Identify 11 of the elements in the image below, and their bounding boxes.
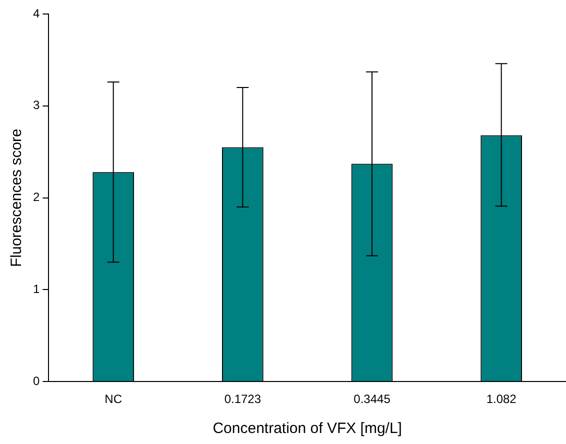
y-tick-label: 1 <box>32 282 40 296</box>
x-tick-label: 0.3445 <box>354 392 391 406</box>
y-axis-title: Fluorescences score <box>8 128 26 268</box>
x-axis-title: Concentration of VFX [mg/L] <box>212 420 402 438</box>
y-tick-label: 0 <box>32 374 40 388</box>
x-tick-label: 1.082 <box>486 392 517 406</box>
y-tick-label: 3 <box>32 98 40 112</box>
x-tick-label: 0.1723 <box>224 392 262 406</box>
y-tick-label: 2 <box>32 190 40 204</box>
y-tick-label: 4 <box>32 6 40 20</box>
x-tick-label: NC <box>104 392 122 406</box>
